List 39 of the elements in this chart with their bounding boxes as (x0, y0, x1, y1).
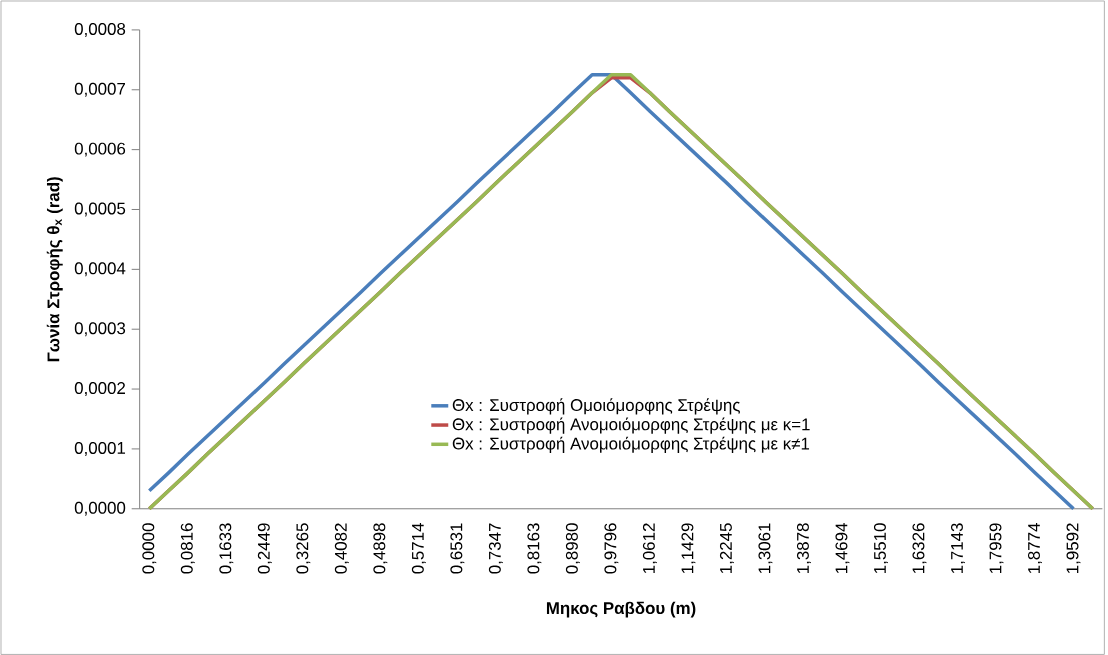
legend-label: Θx : Συστροφή Ομοιόμορφης Στρέψης (452, 397, 740, 415)
y-tick-label: 0,0001 (74, 441, 126, 456)
x-tick-label: 1,2245 (719, 523, 734, 573)
x-tick-label: 0,6531 (450, 523, 465, 574)
y-tick-label: 0,0008 (74, 22, 126, 37)
x-tick-label: 0,4082 (334, 523, 349, 574)
x-tick-label: 0,0816 (180, 523, 195, 574)
y-tick-label: 0,0000 (74, 501, 126, 516)
x-tick-label: 1,8774 (1028, 522, 1042, 573)
x-tick-label: 0,5714 (411, 522, 426, 574)
x-tick-label: 0,0000 (142, 523, 157, 574)
x-tick-label: 0,7347 (488, 523, 503, 574)
x-tick-label: 0,1633 (219, 523, 234, 574)
x-tick-label: 0,9796 (604, 523, 619, 574)
y-tick-label: 0,0007 (74, 82, 125, 97)
legend-label: Θx : Συστροφή Ανομοιόμορφης Στρέψης με κ≠1 (452, 436, 810, 453)
x-tick-label: 1,7959 (989, 523, 1004, 573)
x-tick-label: 1,3878 (796, 523, 811, 573)
y-tick-label: 0,0004 (74, 262, 126, 277)
x-tick-label: 1,7143 (950, 523, 965, 573)
x-tick-label: 0,8980 (565, 523, 580, 574)
x-tick-label: 1,5510 (873, 523, 888, 573)
x-tick-label: 0,8163 (527, 523, 542, 574)
x-tick-label: 0,3265 (296, 523, 311, 574)
x-tick-label: 1,6326 (912, 523, 927, 573)
x-tick-label: 1,9592 (1066, 523, 1081, 573)
legend-label: Θx : Συστροφή Ανομοιόμορφης Στρέψης με κ=1 (452, 417, 810, 434)
x-tick-label: 0,4898 (373, 523, 388, 574)
y-tick-label: 0,0002 (74, 381, 125, 396)
y-tick-label: 0,0005 (74, 202, 126, 217)
y-tick-label: 0,0006 (74, 142, 126, 157)
x-tick-label: 1,3061 (758, 523, 773, 573)
x-tick-label: 1,1429 (681, 523, 696, 573)
x-tick-label: 1,0612 (642, 523, 657, 573)
y-tick-label: 0,0003 (74, 322, 126, 336)
x-tick-label: 0,2449 (257, 523, 272, 574)
x-axis-title: Μηκος Ραβδου (m) (546, 601, 696, 618)
y-axis-title: Γωνία Στροφής θ$_{x}$ (rad) (46, 176, 63, 362)
x-tick-label: 1,4694 (835, 522, 850, 573)
